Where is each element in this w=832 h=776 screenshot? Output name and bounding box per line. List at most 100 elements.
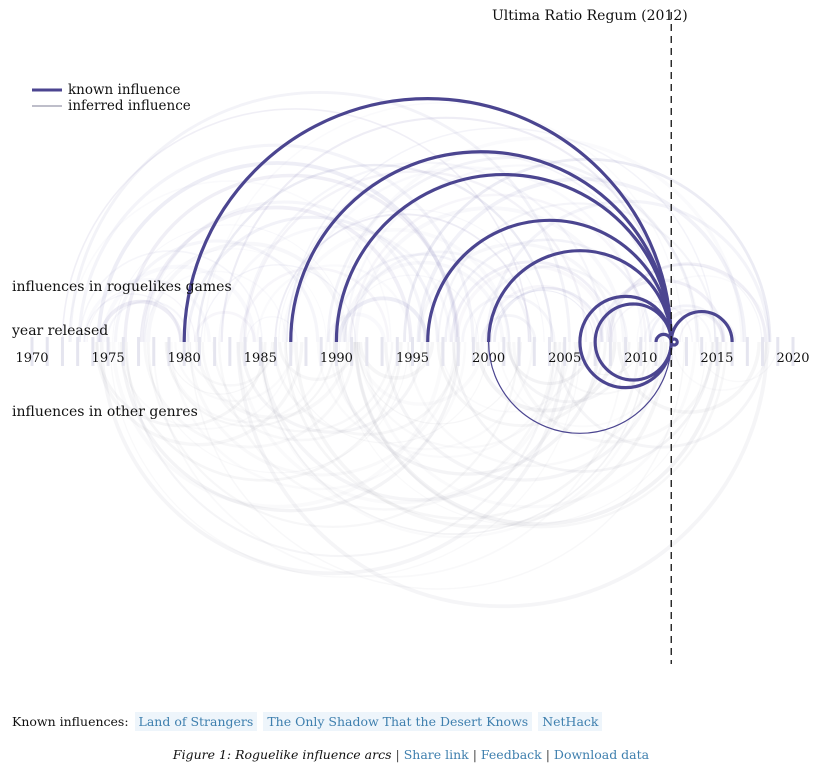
inferred-arc: [143, 341, 357, 449]
inferred-arc: [242, 161, 604, 343]
inferred-arc: [344, 274, 480, 343]
known-arc-roguelike[interactable]: [334, 173, 673, 343]
known-arc-roguelike[interactable]: [182, 96, 673, 343]
inferred-arc: [474, 265, 629, 343]
inferred-arc: [259, 341, 652, 538]
inferred-arc: [77, 143, 475, 343]
year-tick-label: 1995: [396, 351, 429, 366]
known-arc-other-genre[interactable]: [669, 337, 679, 347]
inferred-arc: [679, 313, 737, 343]
inferred-arc: [508, 341, 631, 404]
inferred-arc: [218, 225, 452, 343]
inferred-arc: [506, 341, 593, 385]
known-arc-roguelike[interactable]: [289, 150, 673, 343]
inferred-arc: [364, 341, 697, 509]
inferred-arc: [451, 341, 714, 473]
inferred-arc: [189, 341, 686, 590]
year-tick-label: 2020: [776, 351, 809, 366]
inferred-arc: [406, 341, 658, 467]
inferred-arc: [337, 296, 429, 343]
inferred-arc: [67, 180, 392, 343]
inferred-arc: [166, 341, 273, 395]
known-arc-other-genre[interactable]: [593, 341, 673, 382]
inferred-arc: [111, 341, 445, 509]
inferred-arc: [284, 341, 641, 520]
year-tick-label: 1975: [92, 351, 125, 366]
inferred-arc: [475, 341, 617, 413]
year-tick-label: 1970: [15, 351, 48, 366]
inferred-arc: [101, 264, 257, 343]
inferred-arc: [143, 200, 427, 343]
inferred-arc: [354, 341, 728, 529]
inferred-arc: [260, 341, 647, 535]
known-influence-swatch: [32, 88, 62, 92]
inferred-arc: [259, 341, 579, 502]
inferred-arc: [196, 163, 553, 343]
inferred-arc: [338, 341, 707, 527]
inferred-arc: [272, 341, 461, 436]
inferred-arc: [112, 224, 348, 343]
legend: known influence inferred influence: [32, 82, 191, 114]
inferred-arc: [326, 312, 386, 343]
inferred-arc: [200, 264, 357, 343]
inferred-arc: [246, 316, 298, 343]
inferred-arc: [123, 173, 460, 343]
inferred-arc: [328, 341, 562, 459]
influence-link-land-of-strangers[interactable]: Land of Strangers: [134, 712, 258, 731]
inferred-arc: [461, 294, 556, 343]
inferred-arc: [436, 341, 607, 427]
inferred-arc: [480, 314, 537, 343]
feedback-link[interactable]: Feedback: [480, 747, 542, 762]
known-arc-other-genre[interactable]: [488, 341, 672, 434]
known-arcs-other-genres: [488, 337, 679, 434]
inferred-arc: [146, 341, 410, 474]
inferred-arc: [573, 341, 641, 376]
legend-inferred-label: inferred influence: [68, 98, 191, 114]
inferred-arc: [123, 341, 403, 482]
inferred-arc: [356, 341, 522, 425]
known-arc-roguelike[interactable]: [593, 302, 673, 343]
share-link[interactable]: Share link: [403, 747, 469, 762]
known-arc-roguelike[interactable]: [487, 249, 673, 343]
inferred-arc: [125, 341, 556, 558]
inferred-arc: [174, 341, 295, 402]
inferred-arc: [193, 311, 256, 343]
year-tick-label: 1990: [320, 351, 353, 366]
inferred-arc: [236, 341, 562, 505]
download-data-link[interactable]: Download data: [553, 747, 650, 762]
inferred-arc: [672, 341, 771, 391]
inferred-arc: [636, 275, 771, 343]
inferred-arc: [617, 341, 761, 414]
known-arc-roguelike[interactable]: [669, 310, 734, 343]
inferred-arc: [139, 205, 413, 343]
known-influences-label: Known influences:: [12, 714, 129, 729]
inferred-arc: [357, 341, 571, 449]
year-tick-label: 1985: [244, 351, 277, 366]
inferred-arc: [316, 341, 534, 451]
inferred-arc: [333, 136, 744, 343]
influence-link-nethack[interactable]: NetHack: [538, 712, 603, 731]
inferred-arc: [220, 116, 672, 343]
inferred-arc: [554, 341, 768, 449]
inferred-arc: [344, 164, 700, 343]
influence-link-only-shadow[interactable]: The Only Shadow That the Desert Knows: [263, 712, 533, 731]
roguelike-section-label: influences in roguelikes games: [12, 279, 232, 295]
inferred-arc: [83, 293, 182, 343]
inferred-arc: [353, 341, 722, 526]
inferred-arc: [152, 341, 625, 578]
inferred-arc: [455, 264, 611, 343]
inferred-arc: [278, 209, 545, 343]
inferred-influence-swatch: [32, 105, 62, 107]
inferred-arc: [548, 341, 654, 395]
inferred-arc: [332, 341, 601, 476]
inferred-arc: [353, 206, 626, 343]
inferred-arc: [185, 341, 276, 387]
inferred-arc: [285, 341, 489, 444]
inferred-arc: [217, 341, 556, 511]
inferred-arc: [186, 216, 439, 343]
inferred-arc: [285, 152, 665, 343]
inferred-arc: [274, 213, 532, 343]
known-arc-roguelike[interactable]: [426, 218, 673, 343]
inferred-arc: [98, 299, 183, 343]
inferred-arc: [349, 193, 647, 343]
